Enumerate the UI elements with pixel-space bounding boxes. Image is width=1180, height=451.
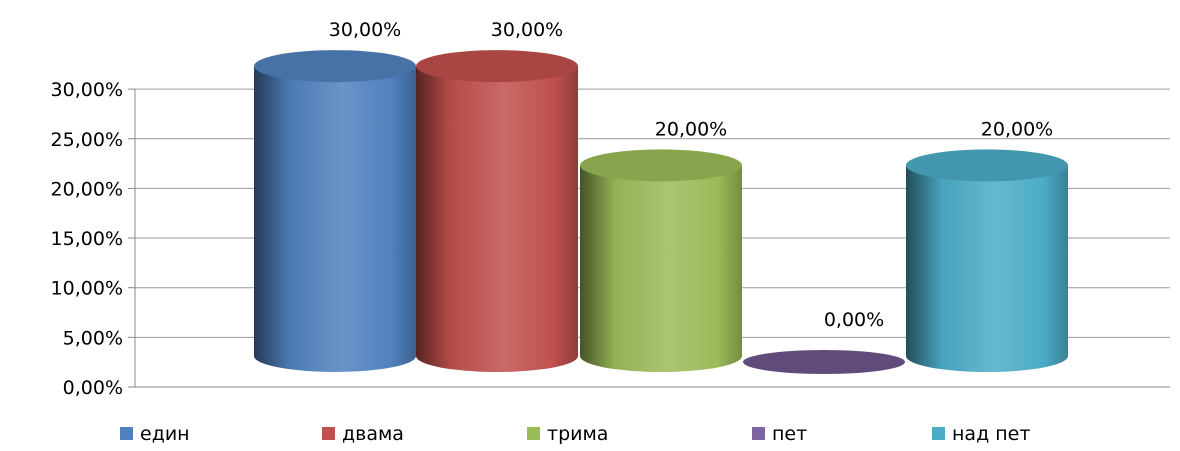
legend-item: двама [322,423,404,445]
y-tick-label: 25,00% [51,129,123,151]
legend-label: трима [547,423,608,445]
legend-label: един [140,423,190,445]
data-labels: 30,00% 30,00% 20,00% 0,00% 20,00% [329,19,1053,331]
y-tick-label: 15,00% [51,228,123,250]
legend: един двама трима пет над пет [120,423,1030,445]
bar-body [580,165,742,372]
y-axis: 0,00% 5,00% 10,00% 15,00% 20,00% 25,00% 30,00% [51,79,1170,399]
bar [580,149,742,372]
bar-top [906,149,1068,182]
data-label: 30,00% [491,19,563,41]
legend-swatch [120,427,133,440]
legend-label: двама [342,423,404,445]
bar-body [906,165,1068,372]
legend-item: над пет [932,423,1030,445]
bar-top [580,149,742,182]
y-tick-label: 5,00% [63,327,123,349]
bar-body [254,66,416,372]
legend-swatch [932,427,945,440]
legend-swatch [752,427,765,440]
y-tick-label: 0,00% [63,377,123,399]
bar-top [254,50,416,83]
legend-label: пет [772,423,807,445]
bar [743,350,905,374]
legend-swatch [322,427,335,440]
bars [254,50,1068,374]
data-label: 0,00% [824,309,884,331]
data-label: 20,00% [655,118,727,140]
legend-item: един [120,423,190,445]
bar [416,50,578,372]
y-tick-label: 20,00% [51,178,123,200]
bar-top [743,350,905,374]
legend-item: трима [527,423,608,445]
y-tick-label: 10,00% [51,278,123,300]
legend-swatch [527,427,540,440]
data-label: 20,00% [981,118,1053,140]
bar-body [416,66,578,372]
bar-top [416,50,578,83]
bar [906,149,1068,372]
legend-label: над пет [952,423,1030,445]
y-tick-label: 30,00% [51,79,123,101]
legend-item: пет [752,423,807,445]
bar [254,50,416,372]
data-label: 30,00% [329,19,401,41]
